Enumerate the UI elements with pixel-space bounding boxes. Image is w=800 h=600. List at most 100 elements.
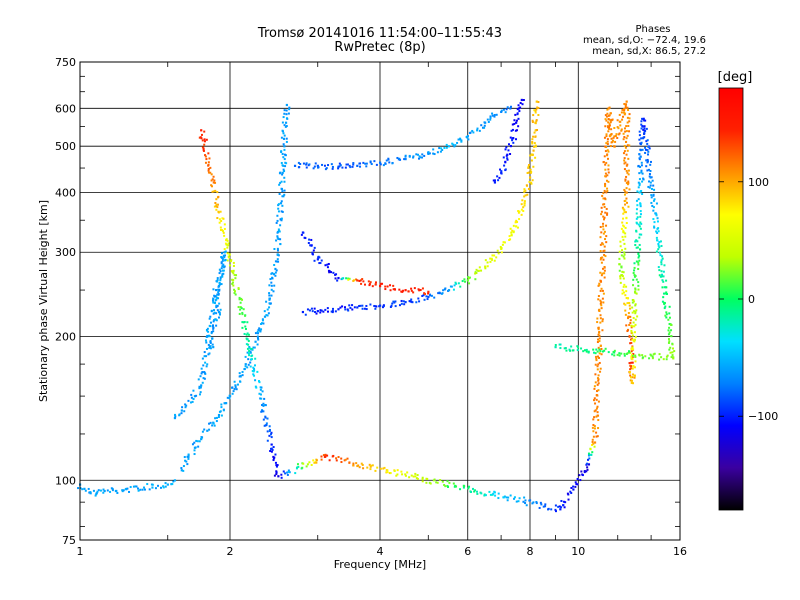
data-point [219,226,222,229]
data-point [208,346,211,349]
data-point [469,131,472,134]
data-point [263,424,266,427]
data-point [489,115,492,118]
data-point [625,216,628,219]
data-point [215,420,218,423]
data-point [489,118,492,121]
data-point [172,480,175,483]
data-point [275,473,278,476]
data-point [238,380,241,383]
data-point [281,210,284,213]
data-point [641,356,644,359]
data-point [467,138,470,141]
data-point [605,115,608,118]
data-point [531,119,534,122]
data-point [382,467,385,470]
data-point [261,390,264,393]
data-point [358,279,361,282]
data-point [635,221,638,224]
data-point [313,307,316,310]
data-point [264,416,267,419]
data-point [514,129,517,132]
data-point [643,125,646,128]
data-point [228,253,231,256]
data-point [220,256,223,259]
data-point [331,311,334,314]
data-point [509,107,512,110]
data-point [490,257,493,260]
data-point [533,109,536,112]
data-point [637,164,640,167]
data-point [503,495,506,498]
data-point [652,194,655,197]
data-point [181,406,184,409]
data-point [385,471,388,474]
data-point [607,126,610,129]
data-point [297,166,300,169]
data-point [531,121,534,124]
data-point [502,108,505,111]
data-point [232,279,235,282]
data-point [663,264,666,267]
data-point [283,124,286,127]
data-point [96,490,99,493]
data-point [453,485,456,488]
data-point [246,338,249,341]
data-point [640,233,643,236]
data-point [87,487,90,490]
data-point [426,478,429,481]
x-tick-label: 8 [527,545,534,558]
data-point [192,398,195,401]
data-point [423,154,426,157]
data-point [660,261,663,264]
data-point [373,160,376,163]
data-point [655,213,658,216]
data-point [322,454,325,457]
data-point [585,463,588,466]
data-point [596,368,599,371]
data-point [220,261,223,264]
data-point [601,272,604,275]
data-point [439,479,442,482]
data-point [499,168,502,171]
data-point [636,204,639,207]
data-point [392,284,395,287]
data-point [624,313,627,316]
data-point [446,480,449,483]
data-point [597,326,600,329]
data-point [598,283,601,286]
data-point [647,150,650,153]
data-point [215,296,218,299]
data-point [620,128,623,131]
data-point [504,168,507,171]
y-tick-label: 400 [55,186,76,199]
data-point [396,469,399,472]
data-point [310,307,313,310]
data-point [635,292,638,295]
data-point [224,250,227,253]
data-point [200,129,203,132]
data-point [392,300,395,303]
data-point [517,107,521,110]
data-point [532,501,535,504]
data-point [631,301,634,304]
data-point [631,358,634,361]
data-point [241,326,244,329]
data-point [649,160,652,163]
x-tick-labels: 1 2 4 6 8 10 16 [77,545,688,558]
data-point [174,413,177,416]
data-point [421,156,424,159]
data-point [518,497,521,500]
data-point [283,148,286,151]
data-point [623,188,626,191]
data-point [619,124,622,127]
data-point [505,154,508,157]
data-point [621,221,624,224]
data-point [497,252,500,255]
data-point [637,181,640,184]
data-point [519,106,522,109]
data-point [448,481,451,484]
data-point [216,278,219,281]
data-point [643,127,646,130]
data-point [497,497,500,500]
